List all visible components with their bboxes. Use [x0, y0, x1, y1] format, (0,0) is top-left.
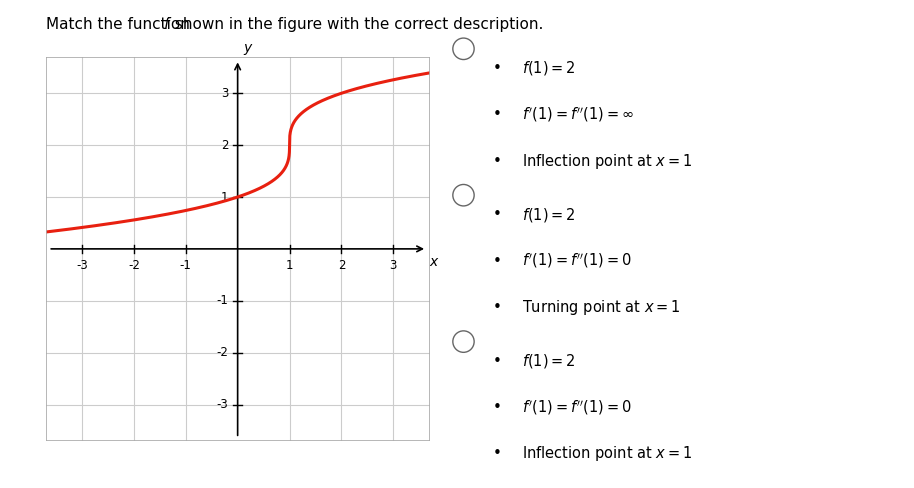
Text: -2: -2	[217, 346, 228, 359]
Text: •: •	[493, 354, 502, 368]
Text: -3: -3	[76, 259, 88, 272]
Text: 2: 2	[221, 139, 228, 152]
Text: $f'(1) = f''(1) = 0$: $f'(1) = f''(1) = 0$	[522, 252, 632, 270]
Text: -3: -3	[217, 398, 228, 411]
Text: •: •	[493, 207, 502, 222]
Text: shown in the figure with the correct description.: shown in the figure with the correct des…	[170, 17, 544, 32]
Text: $f'(1) = f''(1) = \infty$: $f'(1) = f''(1) = \infty$	[522, 105, 633, 124]
Text: •: •	[493, 154, 502, 168]
Text: 1: 1	[286, 259, 293, 272]
Text: $f(1) = 2$: $f(1) = 2$	[522, 60, 575, 77]
Text: •: •	[493, 107, 502, 122]
Text: •: •	[493, 254, 502, 268]
Text: $f'(1) = f''(1) = 0$: $f'(1) = f''(1) = 0$	[522, 398, 632, 417]
Text: $x$: $x$	[429, 255, 440, 269]
Text: -1: -1	[217, 294, 228, 307]
Text: 2: 2	[337, 259, 345, 272]
Text: Inflection point at $x = 1$: Inflection point at $x = 1$	[522, 445, 692, 463]
Text: Match the function: Match the function	[46, 17, 195, 32]
Text: Inflection point at $x = 1$: Inflection point at $x = 1$	[522, 152, 692, 170]
Text: $f(1) = 2$: $f(1) = 2$	[522, 206, 575, 224]
Text: $f(1) = 2$: $f(1) = 2$	[522, 352, 575, 370]
Text: f: f	[164, 17, 169, 32]
Text: 3: 3	[389, 259, 397, 272]
Text: •: •	[493, 300, 502, 315]
Text: •: •	[493, 61, 502, 76]
Text: 1: 1	[221, 190, 228, 203]
Text: -2: -2	[128, 259, 140, 272]
Text: -1: -1	[180, 259, 192, 272]
Text: $y$: $y$	[243, 42, 253, 57]
Text: •: •	[493, 447, 502, 461]
Text: 3: 3	[221, 87, 228, 100]
Text: •: •	[493, 400, 502, 415]
Text: Turning point at $x = 1$: Turning point at $x = 1$	[522, 298, 680, 317]
